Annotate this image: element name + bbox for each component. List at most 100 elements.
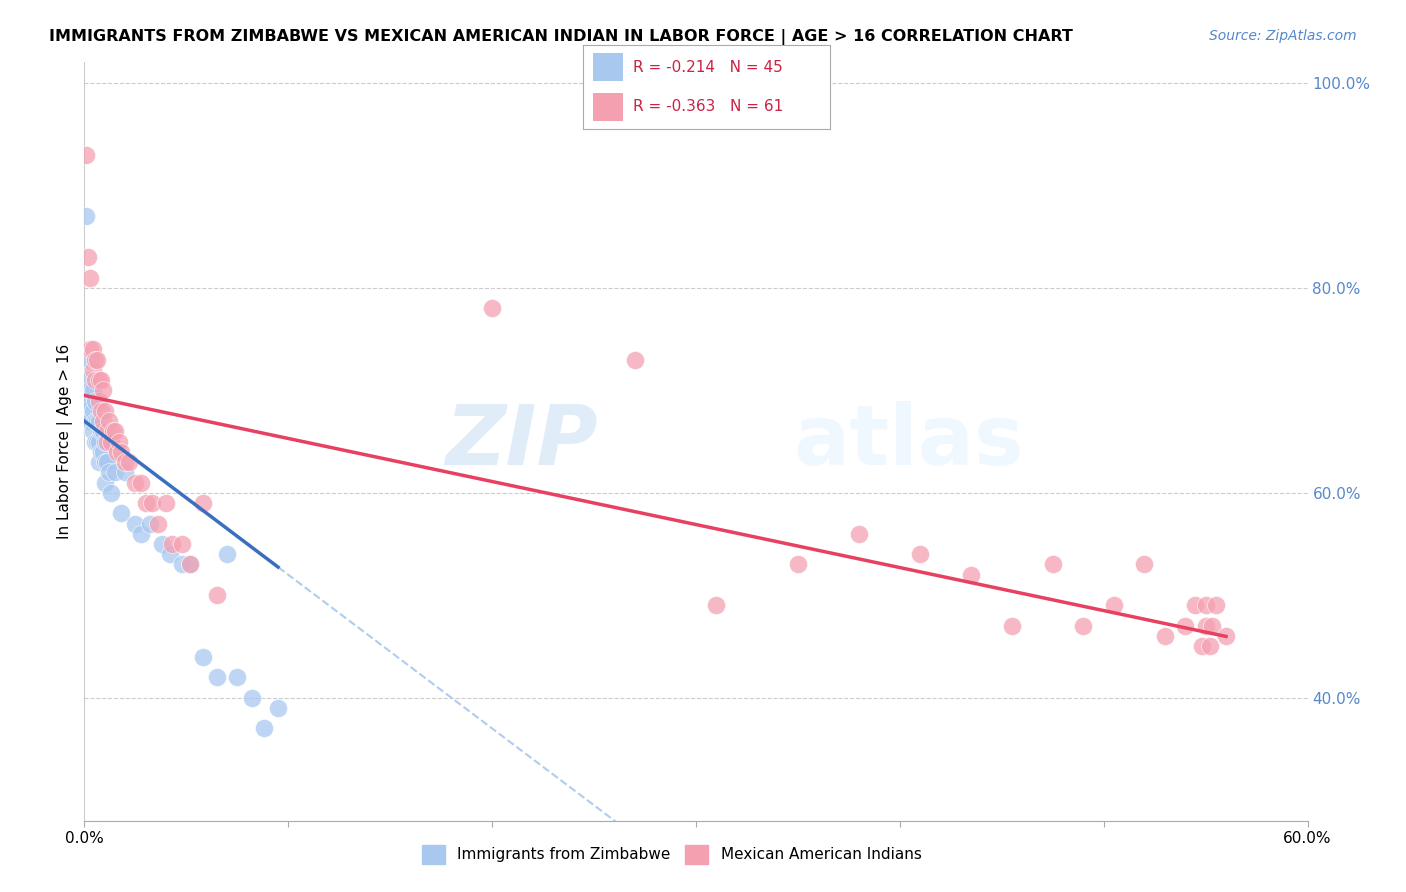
Point <box>97 414 120 428</box>
Point <box>226 670 249 684</box>
Point <box>1195 619 1218 633</box>
Point <box>77 373 100 387</box>
Text: R = -0.363   N = 61: R = -0.363 N = 61 <box>633 99 783 114</box>
Point <box>1042 558 1064 572</box>
Legend: Immigrants from Zimbabwe, Mexican American Indians: Immigrants from Zimbabwe, Mexican Americ… <box>416 839 928 870</box>
Point <box>90 404 112 418</box>
Point <box>1205 599 1227 613</box>
Point <box>787 558 810 572</box>
Point <box>97 465 120 479</box>
Point <box>96 434 118 449</box>
Point <box>1198 640 1220 654</box>
Point <box>91 444 114 458</box>
Point <box>82 384 104 398</box>
Point <box>1001 619 1024 633</box>
Point <box>135 496 157 510</box>
Point <box>1174 619 1197 633</box>
Point <box>87 393 110 408</box>
Point <box>124 475 146 490</box>
Point <box>75 209 97 223</box>
Point <box>114 465 136 479</box>
Point <box>141 496 163 510</box>
Point <box>1102 599 1125 613</box>
Point <box>93 455 115 469</box>
Point <box>87 434 110 449</box>
Point <box>179 558 201 572</box>
Point <box>82 343 104 357</box>
Point <box>77 250 100 264</box>
Point <box>86 434 108 449</box>
Point <box>82 404 104 418</box>
Y-axis label: In Labor Force | Age > 16: In Labor Force | Age > 16 <box>58 344 73 539</box>
Point <box>217 547 239 561</box>
Point <box>191 649 214 664</box>
Point <box>77 393 100 408</box>
Point <box>179 558 201 572</box>
Point <box>706 599 728 613</box>
Point <box>114 455 136 469</box>
Point <box>83 393 105 408</box>
Point <box>79 352 101 367</box>
Point <box>191 496 214 510</box>
Point <box>83 414 105 428</box>
Point <box>110 506 132 520</box>
Point <box>86 414 108 428</box>
Point <box>100 434 122 449</box>
Point <box>146 516 169 531</box>
Text: atlas: atlas <box>794 401 1025 482</box>
Text: IMMIGRANTS FROM ZIMBABWE VS MEXICAN AMERICAN INDIAN IN LABOR FORCE | AGE > 16 CO: IMMIGRANTS FROM ZIMBABWE VS MEXICAN AMER… <box>49 29 1073 45</box>
Point <box>118 455 141 469</box>
Point <box>253 722 276 736</box>
Point <box>75 147 97 161</box>
Point <box>91 414 114 428</box>
Point <box>101 425 124 439</box>
Text: ZIP: ZIP <box>446 401 598 482</box>
Point <box>910 547 932 561</box>
Point <box>82 363 104 377</box>
Point <box>159 547 181 561</box>
Point <box>1215 629 1237 643</box>
Point <box>205 588 228 602</box>
FancyBboxPatch shape <box>593 54 623 81</box>
Point <box>90 373 112 387</box>
Text: R = -0.214   N = 45: R = -0.214 N = 45 <box>633 60 783 75</box>
FancyBboxPatch shape <box>593 93 623 120</box>
Point <box>91 384 114 398</box>
Point <box>79 384 101 398</box>
Point <box>172 537 194 551</box>
Point <box>100 485 122 500</box>
Point <box>87 414 110 428</box>
Point <box>108 434 131 449</box>
Point <box>267 701 290 715</box>
Point <box>124 516 146 531</box>
Point <box>848 526 870 541</box>
Point <box>79 414 101 428</box>
Point <box>86 352 108 367</box>
Point <box>91 425 114 439</box>
Point <box>83 434 105 449</box>
Point <box>1184 599 1206 613</box>
Point <box>155 496 177 510</box>
Point <box>240 690 263 705</box>
Point <box>624 352 647 367</box>
Point <box>96 425 118 439</box>
Point <box>87 373 110 387</box>
Point <box>104 425 127 439</box>
Point <box>104 465 127 479</box>
Point <box>1073 619 1095 633</box>
Point <box>1133 558 1156 572</box>
Point <box>93 475 115 490</box>
Point <box>93 434 115 449</box>
Point <box>105 444 128 458</box>
Point <box>1191 640 1213 654</box>
Point <box>82 425 104 439</box>
Point <box>83 373 105 387</box>
Point <box>481 301 503 316</box>
Point <box>1195 599 1218 613</box>
Text: Source: ZipAtlas.com: Source: ZipAtlas.com <box>1209 29 1357 44</box>
Point <box>93 404 115 418</box>
Point <box>110 444 132 458</box>
Point <box>96 455 118 469</box>
Point <box>172 558 194 572</box>
Point <box>131 475 153 490</box>
